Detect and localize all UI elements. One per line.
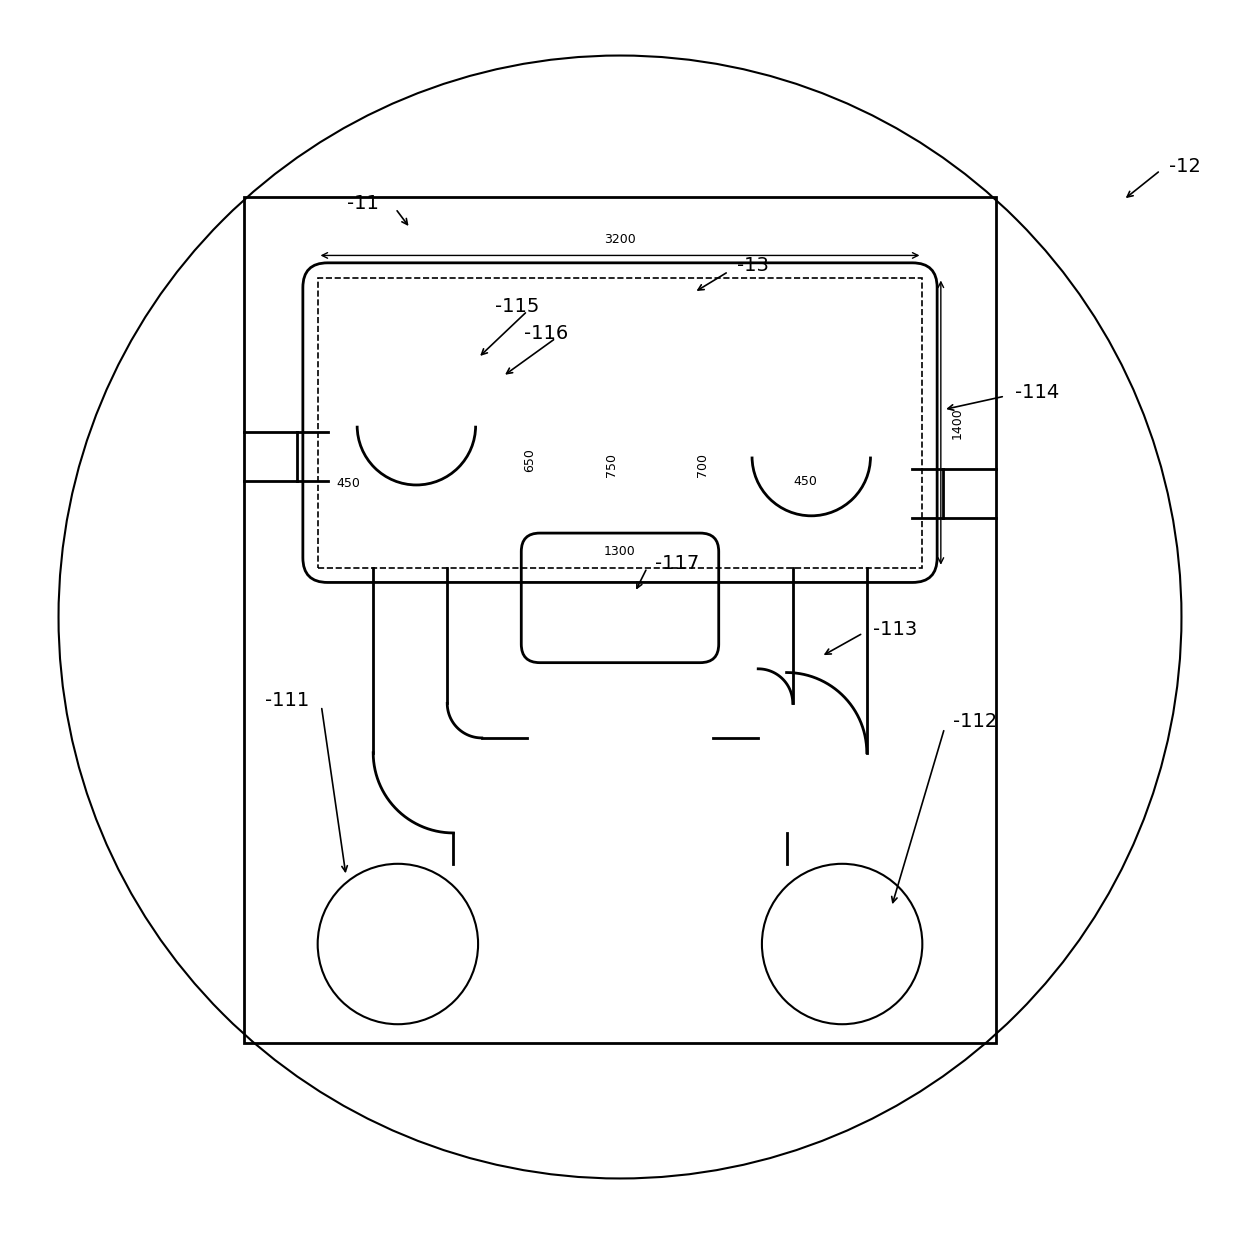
Text: 3200: 3200 <box>604 232 636 246</box>
Bar <box>317 278 923 568</box>
Text: 700: 700 <box>696 453 709 478</box>
Text: -111: -111 <box>265 691 309 711</box>
Text: 650: 650 <box>523 448 537 473</box>
Text: -114: -114 <box>1014 383 1059 402</box>
Text: -117: -117 <box>655 554 699 574</box>
Text: -115: -115 <box>496 296 539 316</box>
Bar <box>243 197 997 1043</box>
Text: -116: -116 <box>525 323 568 343</box>
Text: -112: -112 <box>954 712 997 732</box>
Text: -12: -12 <box>1169 157 1202 176</box>
Text: 450: 450 <box>336 478 361 490</box>
Text: 750: 750 <box>605 453 618 478</box>
Text: -11: -11 <box>347 194 379 213</box>
Text: 1400: 1400 <box>951 407 963 438</box>
Text: -13: -13 <box>738 255 769 275</box>
Text: -113: -113 <box>873 619 918 639</box>
Text: 1300: 1300 <box>604 545 636 558</box>
Text: 450: 450 <box>794 475 817 487</box>
